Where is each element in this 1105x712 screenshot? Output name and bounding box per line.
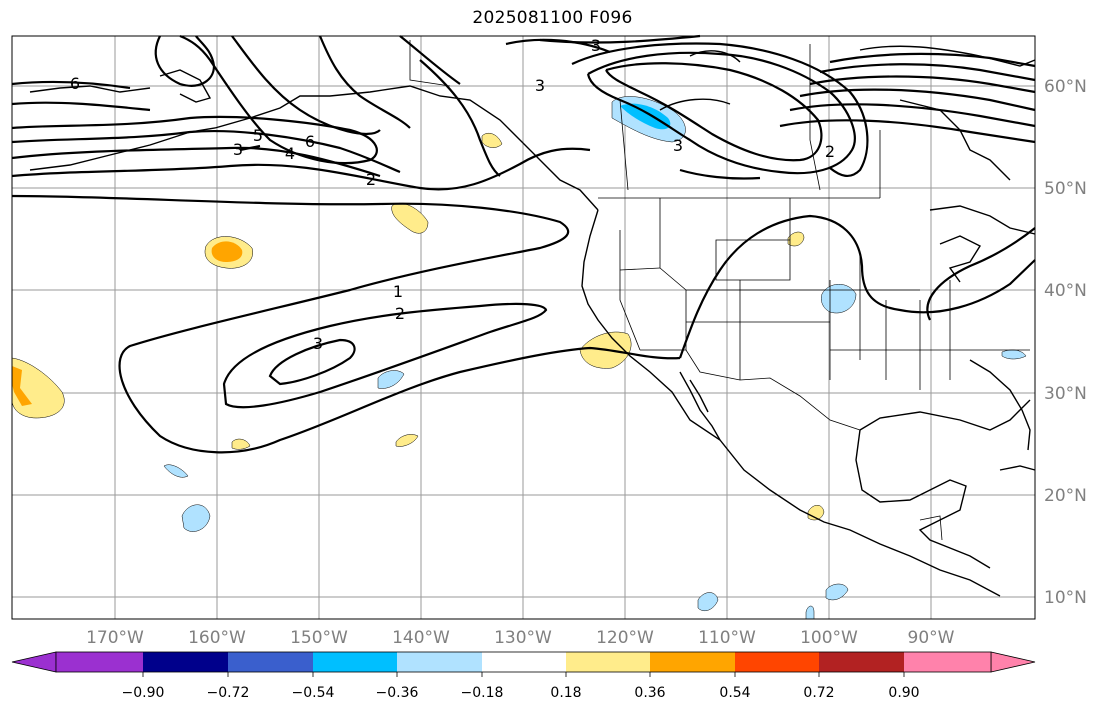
colorbar-tick-label: −0.90 (122, 685, 165, 701)
colorbar-tick-label: 0.72 (803, 685, 834, 701)
contour-label: 6 (70, 74, 80, 93)
colorbar-segment (313, 652, 397, 672)
longitude-label: 130°W (494, 628, 552, 648)
colorbar-tick-label: 0.90 (888, 685, 919, 701)
colorbar-tick-label: −0.72 (207, 685, 250, 701)
contour-label: 1 (393, 282, 403, 301)
colorbar-segment (819, 652, 904, 672)
contour-label: 4 (285, 144, 295, 163)
contour-label: 3 (673, 136, 683, 155)
longitude-label: 170°W (86, 628, 144, 648)
shaded-anomalies (11, 96, 1027, 620)
colorbar-tick-label: −0.54 (292, 685, 335, 701)
longitude-label: 100°W (800, 628, 858, 648)
longitude-label: 90°W (908, 628, 955, 648)
map-title: 2025081100 F096 (472, 8, 633, 28)
colorbar-segment (56, 652, 143, 672)
longitude-label: 140°W (392, 628, 450, 648)
colorbar-outline (55, 651, 992, 673)
colorbar-extend-max (990, 651, 1036, 673)
longitude-label: 110°W (698, 628, 756, 648)
colorbar-segment (228, 652, 313, 672)
contour-labels: 6 5 6 3 4 2 3 3 3 2 1 2 3 (70, 36, 835, 353)
latitude-label: 60°N (1044, 77, 1087, 97)
latitude-label: 10°N (1044, 588, 1087, 608)
colorbar-tick-label: −0.18 (461, 685, 504, 701)
contour-label: 2 (366, 170, 376, 189)
colorbar-extend-min (11, 651, 57, 673)
political-borders (409, 40, 1030, 541)
latitude-label: 20°N (1044, 486, 1087, 506)
colorbar-tick-label: 0.36 (634, 685, 665, 701)
contour-label: 2 (825, 142, 835, 161)
colorbar-segment (566, 652, 650, 672)
contour-label: 5 (253, 126, 263, 145)
contour-label: 6 (305, 132, 315, 151)
colorbar-tick-label: 0.54 (719, 685, 750, 701)
longitude-axis: 170°W 160°W 150°W 140°W 130°W 120°W 110°… (86, 628, 955, 648)
colorbar-segment (143, 652, 228, 672)
colorbar-segment (735, 652, 819, 672)
contour-lines (11, 34, 1036, 454)
longitude-label: 120°W (596, 628, 654, 648)
contour-label: 3 (233, 140, 243, 159)
longitude-label: 160°W (188, 628, 246, 648)
latitude-label: 30°N (1044, 384, 1087, 404)
colorbar-tick-label: −0.36 (376, 685, 419, 701)
colorbar: −0.90 −0.72 −0.54 −0.36 −0.18 0.18 0.36 … (11, 651, 1036, 701)
longitude-label: 150°W (290, 628, 348, 648)
colorbar-segment (904, 652, 991, 672)
contour-label: 3 (535, 76, 545, 95)
map-frame (11, 35, 1036, 620)
latitude-label: 40°N (1044, 281, 1087, 301)
latitude-axis: 60°N 50°N 40°N 30°N 20°N 10°N (1044, 77, 1087, 608)
latitude-label: 50°N (1044, 179, 1087, 199)
colorbar-segment (650, 652, 735, 672)
colorbar-tick-label: 0.18 (550, 685, 581, 701)
contour-label: 2 (395, 304, 405, 323)
contour-label: 3 (591, 36, 601, 55)
contour-label: 3 (313, 334, 323, 353)
colorbar-segment (397, 652, 482, 672)
colorbar-segment (482, 652, 566, 672)
